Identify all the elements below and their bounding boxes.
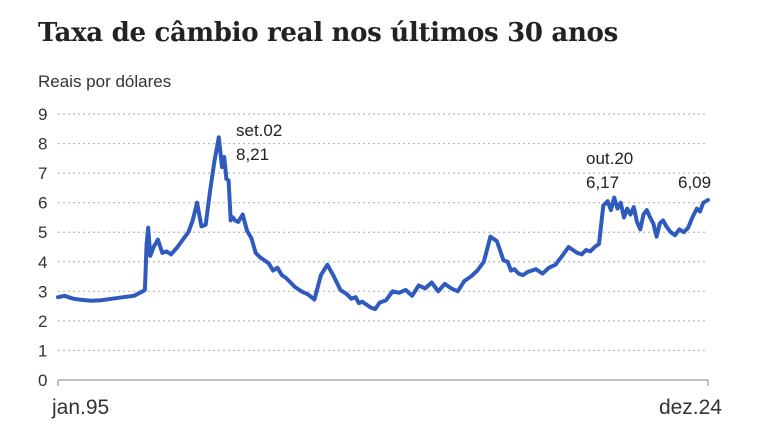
annotation-value: 6,17 bbox=[586, 173, 619, 192]
y-axis-ticks: 0 1 2 3 4 5 6 7 8 9 bbox=[38, 105, 47, 390]
y-tick-label: 5 bbox=[38, 223, 47, 242]
y-tick-label: 4 bbox=[38, 253, 47, 272]
series-line bbox=[56, 135, 710, 312]
y-tick-label: 8 bbox=[38, 135, 47, 154]
annotation-value: 6,09 bbox=[678, 173, 711, 192]
y-tick-label: 6 bbox=[38, 194, 47, 213]
x-tick-label: dez.24 bbox=[659, 396, 722, 419]
annotation-label: out.20 bbox=[586, 149, 633, 168]
annotation-value: 8,21 bbox=[236, 145, 269, 164]
y-axis-label: Reais por dólares bbox=[38, 72, 172, 91]
y-tick-label: 7 bbox=[38, 164, 47, 183]
chart-title: Taxa de câmbio real nos últimos 30 anos bbox=[38, 18, 618, 48]
y-tick-label: 9 bbox=[38, 105, 47, 124]
x-axis-ticks: jan.95 dez.24 bbox=[51, 380, 722, 419]
plot-area bbox=[56, 135, 710, 312]
y-tick-label: 3 bbox=[38, 282, 47, 301]
annotations: set.02 8,21 out.20 6,17 6,09 bbox=[236, 121, 711, 192]
y-tick-label: 1 bbox=[38, 341, 47, 360]
y-tick-label: 2 bbox=[38, 312, 47, 331]
annotation-label: set.02 bbox=[236, 121, 282, 140]
x-tick-label: jan.95 bbox=[51, 396, 109, 419]
y-tick-label: 0 bbox=[38, 371, 47, 390]
